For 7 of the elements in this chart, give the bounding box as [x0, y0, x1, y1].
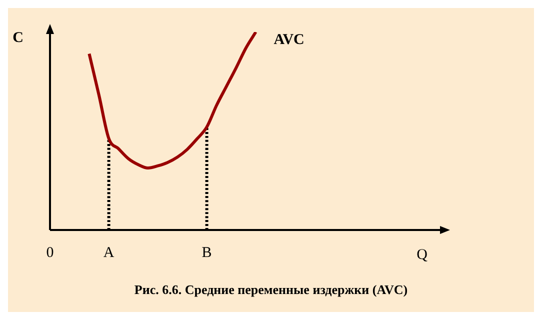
x-tick-label: B — [202, 244, 212, 261]
x-tick-label: A — [103, 244, 114, 261]
x-tick-label: 0 — [46, 244, 54, 261]
x-axis-title: Q — [416, 246, 428, 263]
text: Рис. 6.6. Средние переменные издержки (AVC) — [133, 281, 409, 298]
y-axis-title: C — [12, 30, 24, 46]
series-label: AVC — [274, 32, 304, 48]
